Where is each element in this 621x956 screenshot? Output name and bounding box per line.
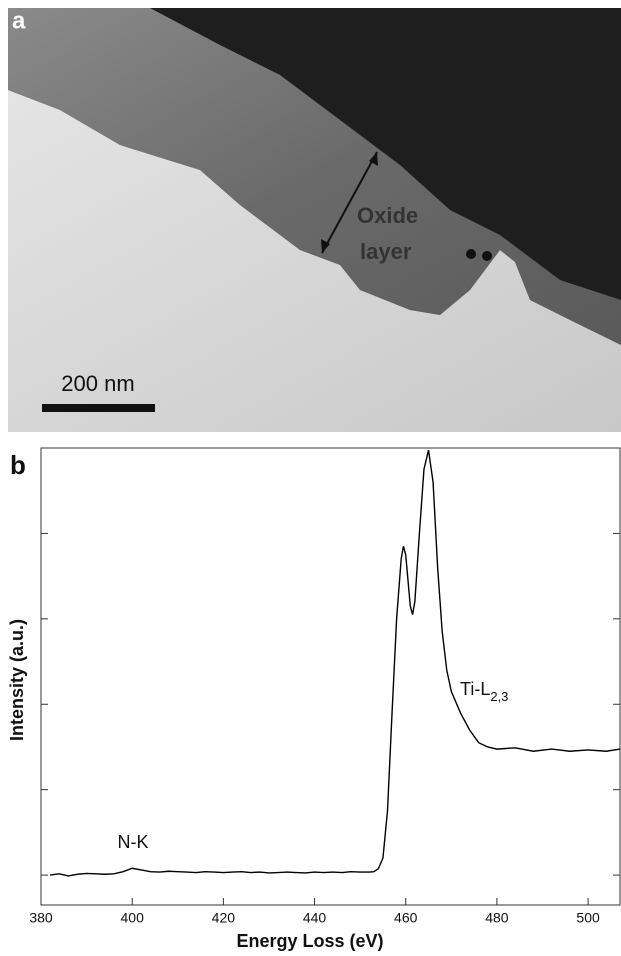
oxide-region [8, 8, 621, 345]
annotation: Ti-L2,3 [460, 679, 508, 705]
tem-image: Oxide layer 200 nm a [8, 7, 621, 432]
probe-point [466, 249, 476, 259]
spectrum-line [50, 449, 621, 877]
annotation-text: Ti-L [460, 679, 490, 699]
x-tick-label: 480 [485, 910, 509, 926]
annotation-subscript: 2,3 [490, 689, 508, 704]
x-tick-label: 380 [29, 910, 53, 926]
panel-label: a [12, 7, 26, 34]
plot-frame [40, 447, 621, 906]
arrow-head [369, 152, 378, 166]
substrate [8, 90, 621, 432]
y-axis-label: Intensity (a.u.) [7, 619, 27, 741]
panel-label: b [10, 450, 26, 480]
x-tick-label: 440 [303, 910, 327, 926]
x-tick-label: 420 [212, 910, 236, 926]
scale-bar [42, 404, 155, 412]
x-axis-label: Energy Loss (eV) [236, 931, 383, 951]
annotation: Oxide [357, 203, 418, 228]
x-tick-label: 500 [576, 910, 600, 926]
annotation: layer [360, 239, 412, 264]
probe-point [482, 251, 492, 261]
arrow-head [321, 239, 330, 253]
annotation: N-K [118, 832, 149, 852]
x-tick-label: 460 [394, 910, 418, 926]
x-tick-label: 400 [121, 910, 145, 926]
scale-bar-label: 200 nm [61, 371, 134, 396]
thickness-arrow [321, 151, 378, 254]
